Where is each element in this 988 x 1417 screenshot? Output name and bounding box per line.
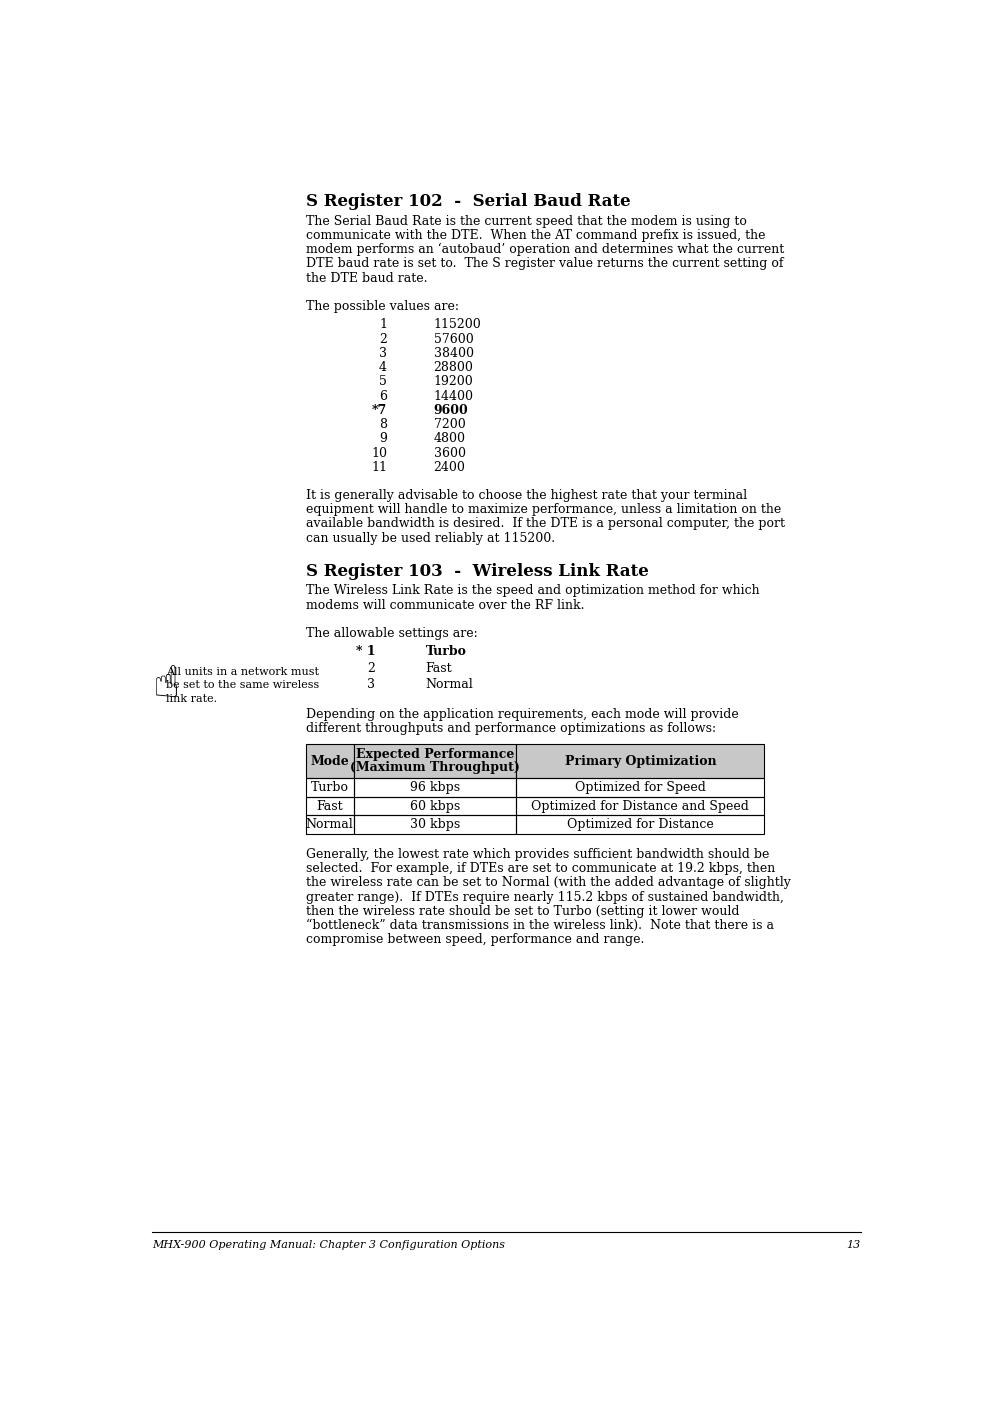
Text: the DTE baud rate.: the DTE baud rate. bbox=[305, 272, 427, 285]
Text: It is generally advisable to choose the highest rate that your terminal: It is generally advisable to choose the … bbox=[305, 489, 747, 502]
Text: The allowable settings are:: The allowable settings are: bbox=[305, 626, 477, 639]
Text: 14400: 14400 bbox=[434, 390, 473, 402]
Text: Normal: Normal bbox=[305, 818, 354, 832]
Bar bbox=[517, 778, 765, 796]
Text: (Maximum Throughput): (Maximum Throughput) bbox=[350, 761, 520, 774]
Text: greater range).  If DTEs require nearly 115.2 kbps of sustained bandwidth,: greater range). If DTEs require nearly 1… bbox=[305, 890, 783, 904]
Text: 4: 4 bbox=[379, 361, 387, 374]
Text: 38400: 38400 bbox=[434, 347, 473, 360]
Text: the wireless rate can be set to Normal (with the added advantage of slightly: the wireless rate can be set to Normal (… bbox=[305, 876, 790, 890]
Bar bbox=[305, 796, 354, 815]
Text: All units in a network must: All units in a network must bbox=[166, 666, 319, 677]
Text: modems will communicate over the RF link.: modems will communicate over the RF link… bbox=[305, 598, 584, 612]
Text: then the wireless rate should be set to Turbo (setting it lower would: then the wireless rate should be set to … bbox=[305, 905, 739, 918]
Text: Normal: Normal bbox=[426, 677, 473, 691]
Text: Primary Optimization: Primary Optimization bbox=[564, 755, 716, 768]
Text: available bandwidth is desired.  If the DTE is a personal computer, the port: available bandwidth is desired. If the D… bbox=[305, 517, 784, 530]
Text: equipment will handle to maximize performance, unless a limitation on the: equipment will handle to maximize perfor… bbox=[305, 503, 781, 516]
Bar bbox=[517, 796, 765, 815]
Text: DTE baud rate is set to.  The S register value returns the current setting of: DTE baud rate is set to. The S register … bbox=[305, 258, 783, 271]
Text: 8: 8 bbox=[379, 418, 387, 431]
Text: MHX-900 Operating Manual: Chapter 3 Configuration Options: MHX-900 Operating Manual: Chapter 3 Conf… bbox=[152, 1240, 505, 1250]
Text: Optimized for Distance: Optimized for Distance bbox=[567, 818, 713, 832]
Text: different throughputs and performance optimizations as follows:: different throughputs and performance op… bbox=[305, 723, 715, 735]
Bar bbox=[517, 815, 765, 835]
Text: Fast: Fast bbox=[316, 799, 343, 813]
Text: compromise between speed, performance and range.: compromise between speed, performance an… bbox=[305, 934, 644, 947]
Text: 7200: 7200 bbox=[434, 418, 465, 431]
Text: 115200: 115200 bbox=[434, 319, 481, 332]
Text: 9: 9 bbox=[379, 432, 387, 445]
Bar bbox=[354, 815, 517, 835]
Text: 3600: 3600 bbox=[434, 446, 465, 459]
Text: “bottleneck” data transmissions in the wireless link).  Note that there is a: “bottleneck” data transmissions in the w… bbox=[305, 920, 774, 932]
Text: Generally, the lowest rate which provides sufficient bandwidth should be: Generally, the lowest rate which provide… bbox=[305, 847, 769, 860]
Text: 13: 13 bbox=[847, 1240, 861, 1250]
Text: 6: 6 bbox=[379, 390, 387, 402]
Text: communicate with the DTE.  When the AT command prefix is issued, the: communicate with the DTE. When the AT co… bbox=[305, 230, 765, 242]
Text: S Register 102  -  Serial Baud Rate: S Register 102 - Serial Baud Rate bbox=[305, 193, 630, 210]
Text: 4800: 4800 bbox=[434, 432, 465, 445]
Text: can usually be used reliably at 115200.: can usually be used reliably at 115200. bbox=[305, 531, 554, 544]
Text: 2400: 2400 bbox=[434, 461, 465, 473]
Text: 28800: 28800 bbox=[434, 361, 473, 374]
Text: Turbo: Turbo bbox=[426, 645, 466, 659]
Text: * 1: * 1 bbox=[356, 645, 375, 659]
Text: Optimized for Distance and Speed: Optimized for Distance and Speed bbox=[532, 799, 749, 813]
Text: 19200: 19200 bbox=[434, 376, 473, 388]
Text: 11: 11 bbox=[371, 461, 387, 473]
Text: 2: 2 bbox=[379, 333, 387, 346]
Text: Depending on the application requirements, each mode will provide: Depending on the application requirement… bbox=[305, 708, 738, 721]
Text: Mode: Mode bbox=[310, 755, 349, 768]
Bar bbox=[305, 744, 354, 778]
Text: 3: 3 bbox=[379, 347, 387, 360]
Text: 1: 1 bbox=[379, 319, 387, 332]
Bar bbox=[517, 744, 765, 778]
Text: 2: 2 bbox=[368, 662, 375, 674]
Text: The Serial Baud Rate is the current speed that the modem is using to: The Serial Baud Rate is the current spee… bbox=[305, 215, 747, 228]
Bar bbox=[305, 815, 354, 835]
Text: Optimized for Speed: Optimized for Speed bbox=[575, 781, 705, 794]
Text: link rate.: link rate. bbox=[166, 694, 217, 704]
Text: 30 kbps: 30 kbps bbox=[410, 818, 460, 832]
Bar bbox=[305, 778, 354, 796]
Text: 60 kbps: 60 kbps bbox=[410, 799, 460, 813]
Bar bbox=[354, 778, 517, 796]
Text: Expected Performance: Expected Performance bbox=[356, 748, 514, 761]
Text: *7: *7 bbox=[371, 404, 387, 417]
Text: 5: 5 bbox=[379, 376, 387, 388]
Text: 10: 10 bbox=[371, 446, 387, 459]
Text: S Register 103  -  Wireless Link Rate: S Register 103 - Wireless Link Rate bbox=[305, 563, 648, 580]
Bar bbox=[354, 744, 517, 778]
Text: 57600: 57600 bbox=[434, 333, 473, 346]
Text: ☝: ☝ bbox=[152, 663, 180, 706]
Text: selected.  For example, if DTEs are set to communicate at 19.2 kbps, then: selected. For example, if DTEs are set t… bbox=[305, 862, 775, 876]
Text: The possible values are:: The possible values are: bbox=[305, 300, 458, 313]
Text: 96 kbps: 96 kbps bbox=[410, 781, 460, 794]
Text: modem performs an ‘autobaud’ operation and determines what the current: modem performs an ‘autobaud’ operation a… bbox=[305, 244, 783, 256]
Text: The Wireless Link Rate is the speed and optimization method for which: The Wireless Link Rate is the speed and … bbox=[305, 584, 759, 598]
Text: 3: 3 bbox=[368, 677, 375, 691]
Bar bbox=[354, 796, 517, 815]
Text: Fast: Fast bbox=[426, 662, 453, 674]
Text: 9600: 9600 bbox=[434, 404, 468, 417]
Text: Turbo: Turbo bbox=[310, 781, 349, 794]
Text: be set to the same wireless: be set to the same wireless bbox=[166, 680, 319, 690]
